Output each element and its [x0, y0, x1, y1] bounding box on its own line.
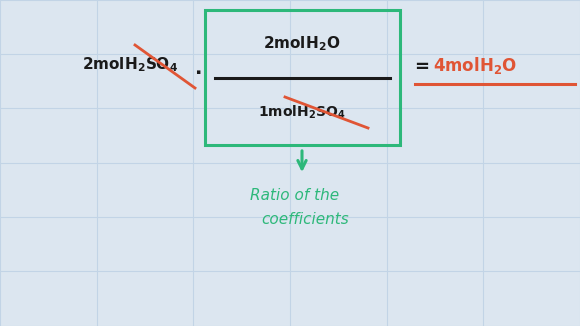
- Text: $\mathbf{2molH_2O}$: $\mathbf{2molH_2O}$: [263, 35, 340, 53]
- Text: $\mathbf{=}$: $\mathbf{=}$: [411, 56, 429, 74]
- Text: coefficients: coefficients: [261, 213, 349, 228]
- Bar: [205, 10, 400, 145]
- Text: Ratio of the: Ratio of the: [251, 187, 339, 202]
- Text: $\mathbf{2molH_2SO_4}$: $\mathbf{2molH_2SO_4}$: [82, 56, 178, 74]
- Text: $\mathbf{4molH_2O}$: $\mathbf{4molH_2O}$: [433, 54, 517, 76]
- Text: $\mathbf{\cdot}$: $\mathbf{\cdot}$: [194, 63, 202, 82]
- Text: $\mathbf{1molH_2SO_4}$: $\mathbf{1molH_2SO_4}$: [258, 103, 346, 121]
